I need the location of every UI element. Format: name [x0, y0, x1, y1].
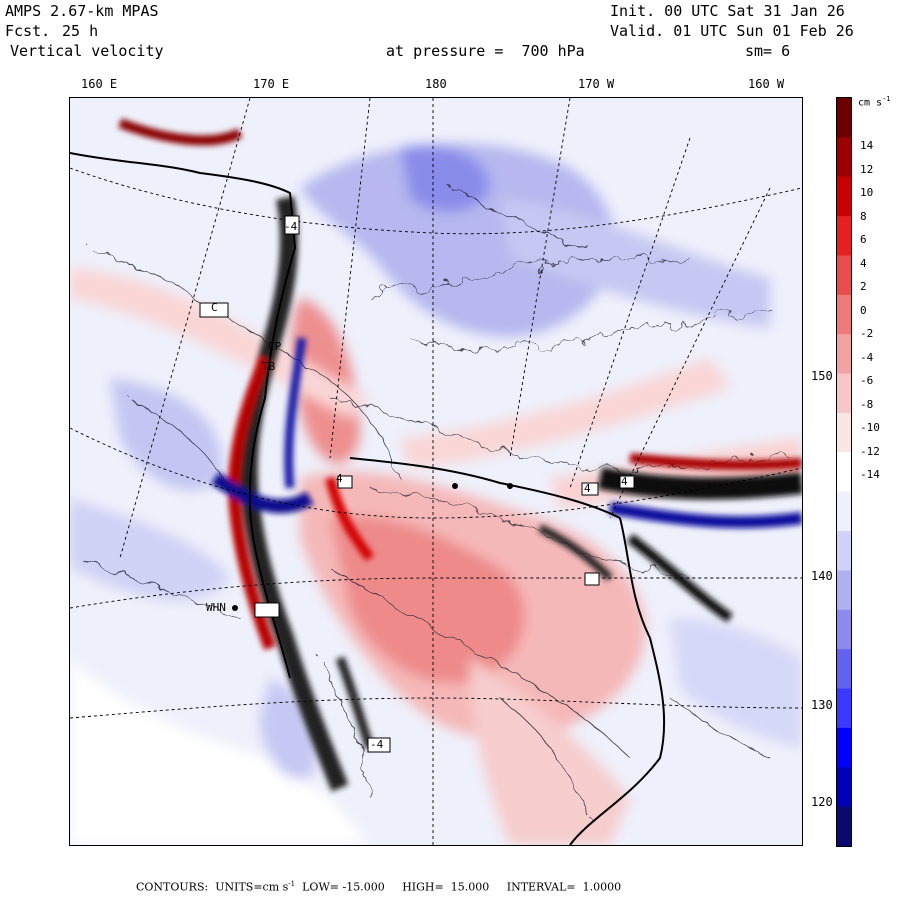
units-label: UNITS=cm s [215, 880, 289, 894]
low-label: LOW= [302, 880, 339, 894]
colorbar-segment [837, 137, 851, 178]
lon-label-160w: 160 W [748, 77, 785, 91]
valid-time: Valid. 01 UTC Sun 01 Feb 26 [610, 22, 854, 40]
colorbar-segment [837, 570, 851, 611]
colorbar-segment [837, 806, 851, 846]
lon-label-170w: 170 W [578, 77, 615, 91]
station-c: C [211, 301, 218, 314]
high-label: HIGH= [402, 880, 444, 894]
colorbar-segment [837, 98, 851, 138]
station-markers [232, 483, 513, 611]
colorbar-segment [837, 452, 851, 493]
interval-value: 1.0000 [582, 880, 622, 894]
colorbar-units: cm s-1 [858, 95, 891, 109]
coastline [70, 152, 666, 845]
colorbar-tick-label: 4 [860, 256, 867, 270]
init-time: Init. 00 UTC Sat 31 Jan 26 [610, 2, 845, 20]
colorbar-tick-label: 14 [860, 139, 874, 152]
station-neg4-a: -4 [370, 738, 384, 751]
colorbar-tick-label: -14 [860, 468, 880, 481]
colorbar-segment [837, 334, 851, 375]
colorbar-tick-label: -6 [860, 374, 874, 387]
colorbar-segment [837, 255, 851, 296]
colorbar-segment [837, 412, 851, 453]
model-title: AMPS 2.67-km MPAS [5, 2, 159, 20]
colorbar-tick-label: 8 [860, 209, 867, 223]
station-4-b: 4 [584, 482, 591, 495]
colorbar-tick-label: -8 [860, 397, 874, 411]
lon-label-180: 180 [425, 77, 447, 91]
station-cp: CP [268, 340, 282, 353]
lon-label-160e: 160 E [81, 77, 118, 91]
interval-label: INTERVAL= [506, 880, 576, 894]
forecast-hour: 25 h [62, 22, 99, 40]
colorbar [836, 97, 852, 847]
colorbar-tick-label: 0 [860, 303, 867, 317]
station-4-a: 4 [336, 472, 343, 485]
field-name: Vertical velocity [10, 42, 164, 60]
colorbar-tick-label: -12 [860, 444, 880, 458]
colorbar-segment [837, 531, 851, 571]
contour-footer: CONTOURS: UNITS=cm s-1 LOW= -15.000 HIGH… [136, 880, 621, 894]
colorbar-tick-label: 12 [860, 162, 874, 176]
station-whn: WHN [206, 601, 226, 614]
colorbar-segment [837, 767, 851, 808]
colorbar-tick-label: 2 [860, 280, 867, 293]
map-panel[interactable] [69, 97, 803, 846]
colorbar-segment [837, 373, 851, 414]
colorbar-tick-label: -10 [860, 421, 880, 434]
colorbar-segment [837, 216, 851, 256]
smoothing: sm= 6 [745, 42, 791, 60]
colorbar-segment [837, 176, 851, 217]
colorbar-segment [837, 294, 851, 335]
station-tb: TB [262, 360, 276, 373]
value-boxes [199, 215, 635, 753]
colorbar-tick-label: 10 [860, 186, 874, 199]
vertical-velocity-map [70, 98, 802, 845]
smooth-field [70, 143, 802, 845]
colorbar-tick-label: -4 [860, 350, 874, 364]
colorbar-segment [837, 609, 851, 650]
low-value: -15.000 [342, 880, 385, 894]
colorbar-tick-label: -2 [860, 327, 874, 340]
station-4-c: 4 [621, 475, 628, 488]
station-neg4-b: -4 [284, 220, 298, 233]
colorbar-segment [837, 688, 851, 729]
colorbar-segment [837, 727, 851, 768]
graticule [70, 98, 802, 845]
lon-label-170e: 170 E [253, 77, 290, 91]
units-exp: -1 [288, 880, 296, 888]
forecast-label: Fcst. [5, 22, 51, 40]
contours-label: CONTOURS: [136, 880, 209, 894]
colorbar-segment [837, 491, 851, 532]
pressure-level: at pressure = 700 hPa [386, 42, 585, 60]
high-value: 15.000 [450, 880, 490, 894]
colorbar-segment [837, 649, 851, 690]
colorbar-tick-label: 6 [860, 233, 867, 246]
